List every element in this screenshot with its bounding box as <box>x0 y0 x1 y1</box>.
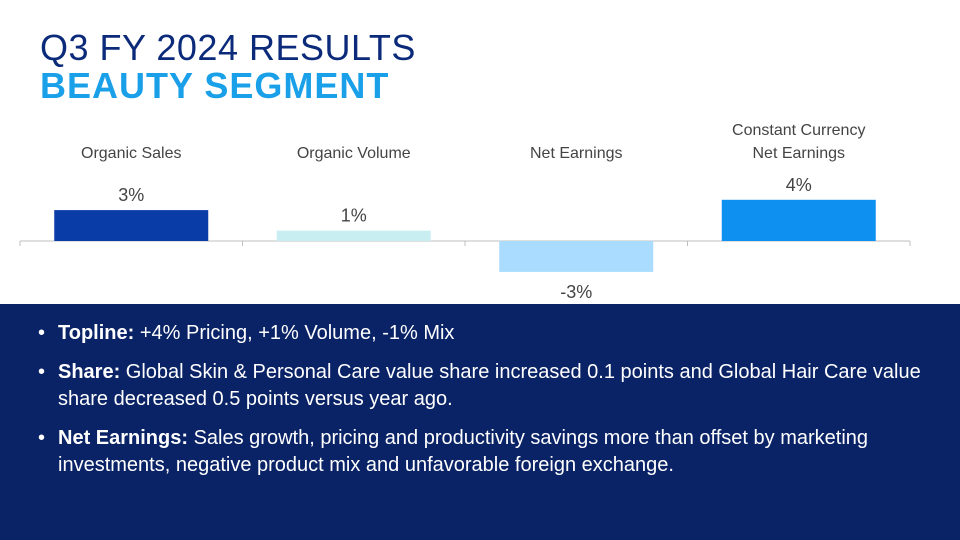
category-label: Net Earnings <box>753 145 846 162</box>
bullet-marker: • <box>38 427 46 449</box>
bar <box>499 241 654 272</box>
bullet-marker: • <box>38 322 46 344</box>
bullet-label: Net Earnings: <box>58 427 189 449</box>
bullet-label: Topline: <box>58 322 135 344</box>
page-subtitle: BEAUTY SEGMENT <box>40 65 390 106</box>
bullet-marker: • <box>38 361 46 383</box>
bar-chart: 3% Organic Sales 1% Organic Volume -3% Net Ea… <box>19 122 911 302</box>
bullet-text: +4% Pricing, +1% Volume, -1% Mix <box>134 322 455 344</box>
bar <box>721 199 876 241</box>
highlights-list: • Topline: +4% Pricing, +1% Volume, -1% … <box>38 320 928 491</box>
bullet-topline: • Topline: +4% Pricing, +1% Volume, -1% … <box>38 320 928 347</box>
category-label: Constant Currency <box>732 122 865 139</box>
bullet-text: Global Skin & Personal Care value share … <box>58 361 921 410</box>
page-title: Q3 FY 2024 RESULTS <box>40 27 416 68</box>
bullet-label: Share: <box>58 361 121 383</box>
highlights-panel: • Topline: +4% Pricing, +1% Volume, -1% … <box>0 304 960 540</box>
category-label: Net Earnings <box>530 145 623 162</box>
bullet-share: • Share: Global Skin & Personal Care val… <box>38 359 928 413</box>
value-label: 4% <box>786 175 812 195</box>
value-label: 3% <box>118 185 144 205</box>
value-label: -3% <box>560 282 592 302</box>
bullet-text: Sales growth, pricing and productivity s… <box>58 427 869 476</box>
value-label: 1% <box>341 206 367 226</box>
bullet-net-earnings: • Net Earnings: Sales growth, pricing an… <box>38 425 928 479</box>
bar <box>54 210 209 241</box>
bar <box>276 230 431 241</box>
category-label: Organic Volume <box>297 145 411 162</box>
category-label: Organic Sales <box>81 145 182 162</box>
